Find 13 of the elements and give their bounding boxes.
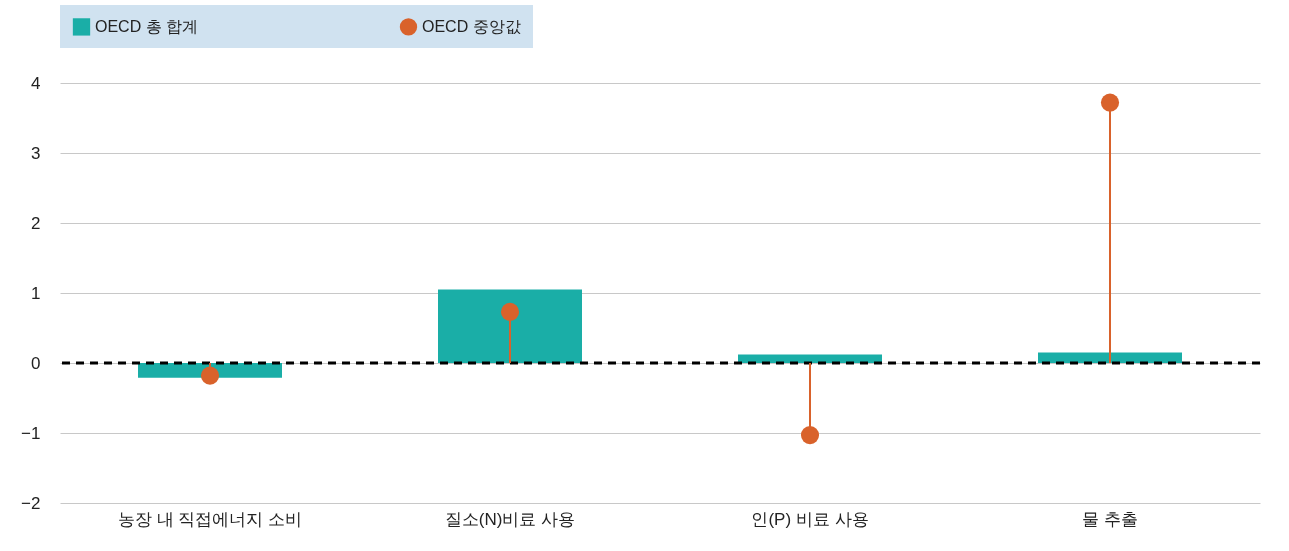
y-tick-label: 4 — [31, 73, 41, 93]
y-tick-label: 0 — [31, 353, 41, 373]
y-tick-label: −2 — [21, 493, 41, 513]
legend-label: OECD 중앙값 — [422, 17, 521, 35]
y-tick-label: 1 — [31, 283, 41, 303]
x-tick-label: 인(P) 비료 사용 — [751, 509, 869, 529]
x-tick-label: 질소(N)비료 사용 — [444, 509, 576, 529]
y-tick-label: −1 — [21, 423, 41, 443]
y-tick-label: 3 — [31, 143, 41, 163]
legend-label: OECD 총 합계 — [95, 17, 199, 35]
x-tick-label: 농장 내 직접에너지 소비 — [117, 509, 303, 529]
y-tick-label: 2 — [31, 213, 41, 233]
x-tick-label: 물 추출 — [1082, 509, 1138, 529]
